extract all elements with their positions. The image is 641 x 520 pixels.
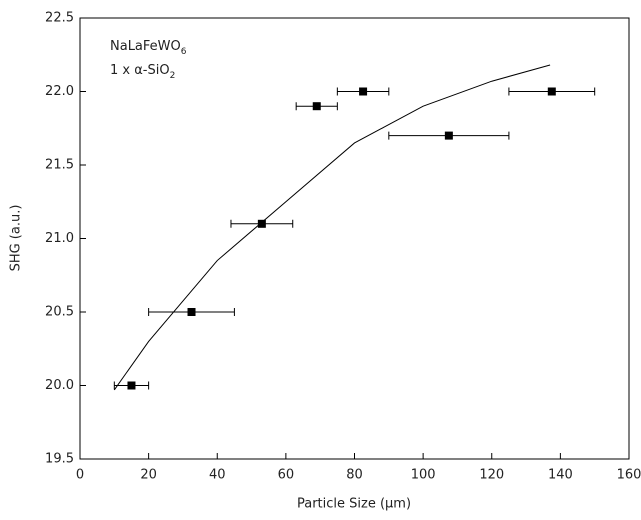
point bbox=[547, 87, 556, 96]
x-tick-label: 0 bbox=[76, 468, 84, 483]
plot-frame bbox=[79, 17, 630, 460]
annotation-sub: 2 bbox=[170, 71, 176, 81]
x-tick-label: 160 bbox=[617, 468, 641, 483]
y-tick-label: 21.0 bbox=[45, 231, 74, 246]
point bbox=[444, 131, 453, 140]
point bbox=[257, 219, 266, 228]
fit-curve bbox=[113, 64, 551, 391]
point bbox=[127, 381, 136, 390]
x-tick-label: 40 bbox=[209, 468, 226, 483]
annotation-sub: 6 bbox=[181, 47, 187, 57]
annotation-text: 1 x α-SiO bbox=[110, 63, 170, 78]
point bbox=[359, 87, 368, 96]
x-tick-label: 100 bbox=[411, 468, 436, 483]
y-tick-label: 20.5 bbox=[45, 305, 74, 320]
annotation: 1 x α-SiO2 bbox=[110, 63, 175, 81]
point bbox=[312, 102, 321, 111]
y-tick-label: 19.5 bbox=[45, 452, 74, 467]
annotation-text: NaLaFeWO bbox=[110, 39, 181, 54]
y-axis-label: SHG (a.u.) bbox=[9, 205, 24, 272]
x-tick-label: 140 bbox=[548, 468, 573, 483]
y-tick-label: 20.0 bbox=[45, 378, 74, 393]
x-tick-label: 120 bbox=[479, 468, 504, 483]
point bbox=[187, 308, 196, 316]
x-axis-label: Particle Size (μm) bbox=[297, 497, 411, 512]
y-tick-label: 22.0 bbox=[45, 84, 74, 99]
y-tick-label: 21.5 bbox=[45, 158, 74, 173]
y-tick-label: 22.5 bbox=[45, 11, 74, 26]
x-tick-label: 80 bbox=[346, 468, 363, 483]
x-tick-label: 60 bbox=[278, 468, 295, 483]
annotation: NaLaFeWO6 bbox=[110, 39, 187, 57]
x-tick-label: 20 bbox=[140, 468, 157, 483]
